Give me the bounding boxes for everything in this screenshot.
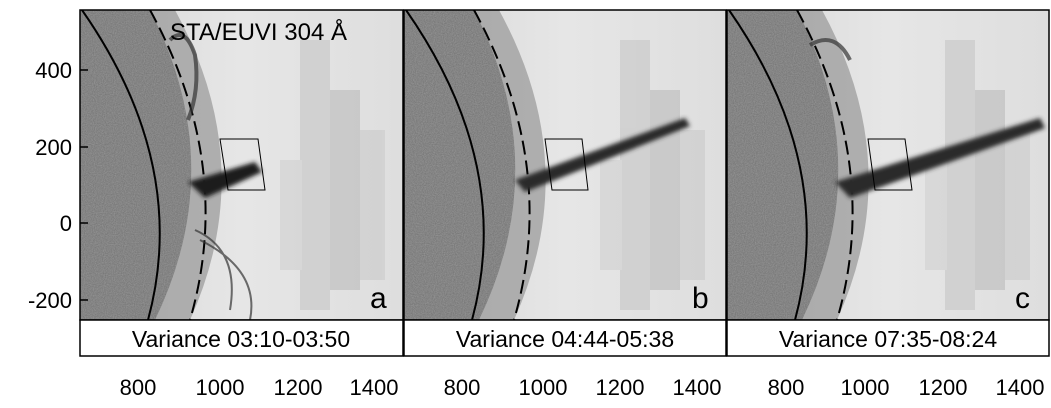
caption-box xyxy=(726,319,1050,357)
x-tick-label: 1200 xyxy=(596,375,645,400)
x-tick-label: 800 xyxy=(120,375,157,400)
disk-texture xyxy=(80,10,192,320)
prominence xyxy=(168,33,199,121)
x-tick-label: 800 xyxy=(444,375,481,400)
panel-caption: Variance 03:10-03:50 xyxy=(132,326,350,352)
caption-box xyxy=(79,319,404,357)
x-tick-label: 1000 xyxy=(519,375,568,400)
jet-feature xyxy=(835,118,1045,198)
region-box xyxy=(219,138,266,191)
jet-feature xyxy=(515,118,690,192)
disk-texture xyxy=(404,10,516,320)
panel-a-image xyxy=(80,10,403,320)
y-tick-label: 200 xyxy=(35,135,72,160)
y-tick-label: 0 xyxy=(60,211,72,236)
solid-limb-line xyxy=(81,10,161,320)
jet-loops xyxy=(194,229,253,320)
pixel-block-region xyxy=(925,40,1030,310)
panel-letter: c xyxy=(1015,282,1030,315)
x-axis: 800 1000 1200 1400 800 1000 1200 1400 80… xyxy=(120,375,1045,400)
pixel-block-region xyxy=(600,40,705,310)
x-tick-label: 1000 xyxy=(196,375,245,400)
panel-letter: b xyxy=(692,282,709,315)
dashed-limb-line xyxy=(149,10,207,320)
y-tick-label: 400 xyxy=(35,58,72,83)
region-box xyxy=(544,138,589,191)
x-tick-label: 1400 xyxy=(996,375,1045,400)
solid-limb-line xyxy=(728,10,808,320)
region-box xyxy=(867,138,913,191)
solid-limb-line xyxy=(405,10,485,320)
x-tick-label: 1200 xyxy=(274,375,323,400)
panel-b-image xyxy=(404,10,726,320)
prominence xyxy=(808,38,852,61)
x-tick-label: 1000 xyxy=(841,375,890,400)
jet-feature xyxy=(188,162,262,198)
x-tick-label: 1400 xyxy=(350,375,399,400)
y-tick-label: -200 xyxy=(28,288,72,313)
instrument-label: STA/EUVI 304 Å xyxy=(170,18,347,46)
panel-caption: Variance 04:44-05:38 xyxy=(456,326,674,352)
panel-letter: a xyxy=(370,282,387,315)
dashed-limb-line xyxy=(796,10,854,320)
dashed-limb-line xyxy=(473,10,531,320)
panel-caption: Variance 07:35-08:24 xyxy=(779,326,997,352)
panel-c-image xyxy=(727,10,1049,320)
disk-texture xyxy=(727,10,839,320)
x-tick-label: 800 xyxy=(768,375,805,400)
x-tick-label: 1400 xyxy=(673,375,722,400)
x-tick-label: 1200 xyxy=(919,375,968,400)
pixel-block-region xyxy=(280,40,385,310)
y-axis: 400 200 0 -200 xyxy=(28,58,88,313)
caption-box xyxy=(403,319,727,357)
